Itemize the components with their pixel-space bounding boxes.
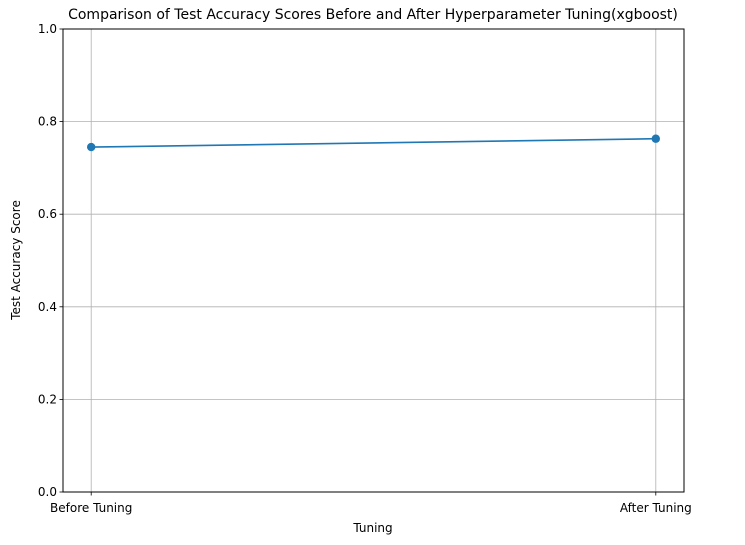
y-axis-label: Test Accuracy Score	[9, 200, 23, 321]
axes: 0.0 0.2 0.4 0.6 0.8 1.0 Before Tuning After Tun…	[38, 22, 692, 515]
data-point	[87, 142, 96, 152]
x-axis-label: Tuning	[352, 521, 392, 535]
chart-title: Comparison of Test Accuracy Scores Befor…	[68, 7, 678, 23]
x-tick-label: Before Tuning	[50, 501, 132, 515]
plot-frame	[62, 28, 685, 493]
x-tick-label: After Tuning	[620, 501, 692, 515]
y-tick-label: 0.0	[38, 485, 57, 499]
series-layer	[87, 134, 660, 152]
plot-area	[63, 29, 684, 492]
y-tick-label: 1.0	[38, 22, 57, 36]
y-tick-label: 0.2	[38, 392, 57, 406]
y-tick-label: 0.4	[38, 300, 57, 314]
data-point	[651, 134, 660, 143]
y-tick-label: 0.6	[38, 207, 57, 221]
series-line	[91, 137, 656, 148]
y-tick-label: 0.8	[38, 115, 57, 129]
